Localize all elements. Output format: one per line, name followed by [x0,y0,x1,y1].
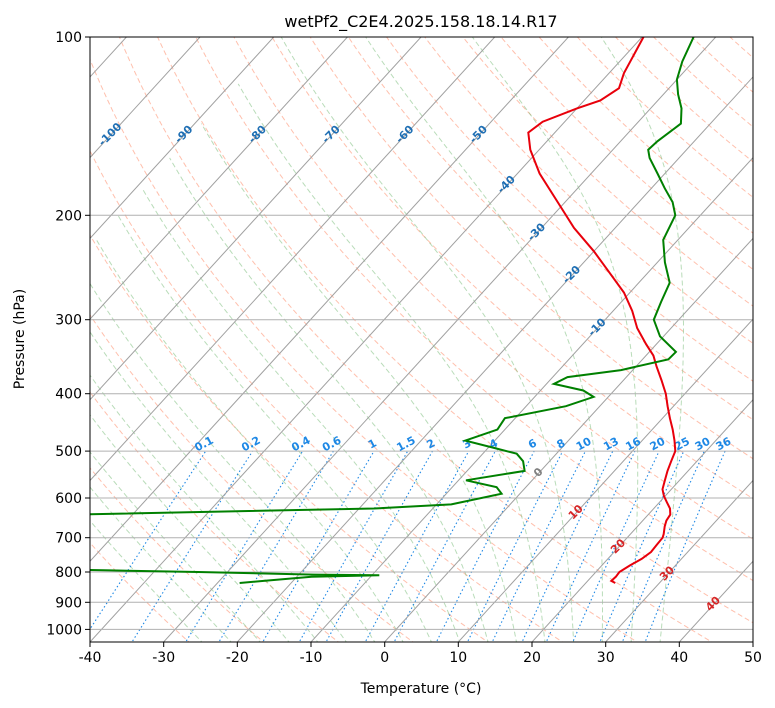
y-tick-label: 700 [55,531,82,547]
y-tick-label: 800 [55,565,82,581]
mixing-ratio-line [298,450,409,642]
y-tick-label: 200 [55,208,82,224]
mixing-ratio-line [218,450,334,642]
dry-adiabat [385,37,753,382]
plot-frame [89,36,754,643]
dry-adiabat [500,37,753,271]
isotherm-line [162,37,717,642]
moist-adiabat [90,331,347,642]
x-tick-label: 30 [597,650,615,666]
isotherm-line [90,37,275,240]
chart-title: wetPf2_C2E4.2025.158.18.14.R17 [284,12,557,32]
x-tick-label: -30 [152,650,175,666]
y-tick-label: 100 [55,30,82,46]
mixing-ratio-line [621,450,705,642]
moist-adiabat [117,215,432,642]
moist-adiabat [90,451,261,642]
dry-adiabat [90,234,489,642]
dry-adiabat [347,37,753,421]
isotherm-line [236,76,753,642]
temperature-line [527,37,677,584]
x-tick-label: 10 [449,650,467,666]
y-tick-label: 500 [55,444,82,460]
dry-adiabat [195,37,753,582]
isotherm-line [90,37,496,482]
isotherm-line [90,37,349,320]
moist-adiabat [90,374,319,642]
mixing-ratio-line [599,450,685,642]
sounding-series [90,37,695,584]
y-tick-label: 600 [55,491,82,507]
isotherms [90,37,753,642]
mixing-ratio-line [644,450,726,642]
mixing-ratio-line [545,450,636,642]
dry-adiabat [614,37,753,163]
mixing-ratio-lines [90,450,726,642]
y-tick-label: 900 [55,595,82,611]
isotherm-line [90,37,643,642]
mixing-ratio-label: 30 [693,435,713,454]
dry-adiabat [90,467,265,642]
x-tick-label: 50 [744,650,762,666]
mixing-ratio-line [364,450,470,642]
plot-area: 0.1 0.2 0.4 0.6 1 1.5 2 3 4 6 8 10 13 16 20 25 30 36-100-… [90,37,753,642]
mixing-ratio-line [262,450,375,642]
y-axis: 100 200 300 400 500 600 700 800 900 1000 [46,30,90,638]
isotherm-line [457,318,753,642]
isotherm-line [90,37,422,401]
dry-adiabat [90,313,414,642]
dewpoint-line [90,37,695,584]
y-tick-label: 300 [55,313,82,329]
isotherm-line [383,237,753,642]
x-axis: -40 -30 -20 -10 0 10 20 30 40 50 [79,642,762,666]
moist-adiabat [141,187,461,642]
mixing-ratio-label: 13 [601,435,621,454]
x-tick-label: -10 [300,650,323,666]
mixing-ratio-label: 16 [623,435,643,454]
mixing-ratio-line [185,450,304,642]
isotherm-line [310,156,753,642]
dry-adiabat [424,37,753,344]
isotherm-line [531,399,753,642]
mixing-ratio-line [435,450,535,642]
dry-adiabat [90,149,564,642]
mixing-ratio-label: 36 [714,435,734,454]
x-tick-label: 20 [523,650,541,666]
x-tick-label: -40 [79,650,102,666]
mixing-ratio-label: 10 [574,435,594,454]
dry-adiabat [90,58,639,642]
dry-adiabat [309,37,753,460]
moist-adiabat [169,157,489,642]
mixing-ratio-label: 20 [648,435,668,454]
isotherm-line [90,37,201,159]
moist-adiabat [90,486,232,642]
dry-adiabat [576,37,753,198]
moist-adiabat [90,414,290,642]
moist-adiabat [90,520,203,642]
x-tick-label: -20 [226,650,249,666]
x-tick-label: 0 [380,650,389,666]
dry-adiabat [271,37,753,500]
mixing-ratio-line [325,450,433,642]
x-axis-title: Temperature (°C) [360,681,482,697]
y-tick-label: 1000 [46,622,82,638]
pressure-gridlines [90,37,753,630]
mixing-ratio-label: 25 [672,435,692,454]
mixing-ratio-line [572,450,660,642]
y-axis-title: Pressure (hPa) [12,289,28,389]
y-tick-label: 400 [55,387,82,403]
dry-adiabat [118,37,713,642]
dry-adiabat [233,37,753,540]
isotherm-line [90,37,570,562]
mixing-ratio-line [393,450,496,642]
x-tick-label: 40 [670,650,688,666]
dry-adiabats [90,37,753,642]
isotherm-line [604,479,753,642]
